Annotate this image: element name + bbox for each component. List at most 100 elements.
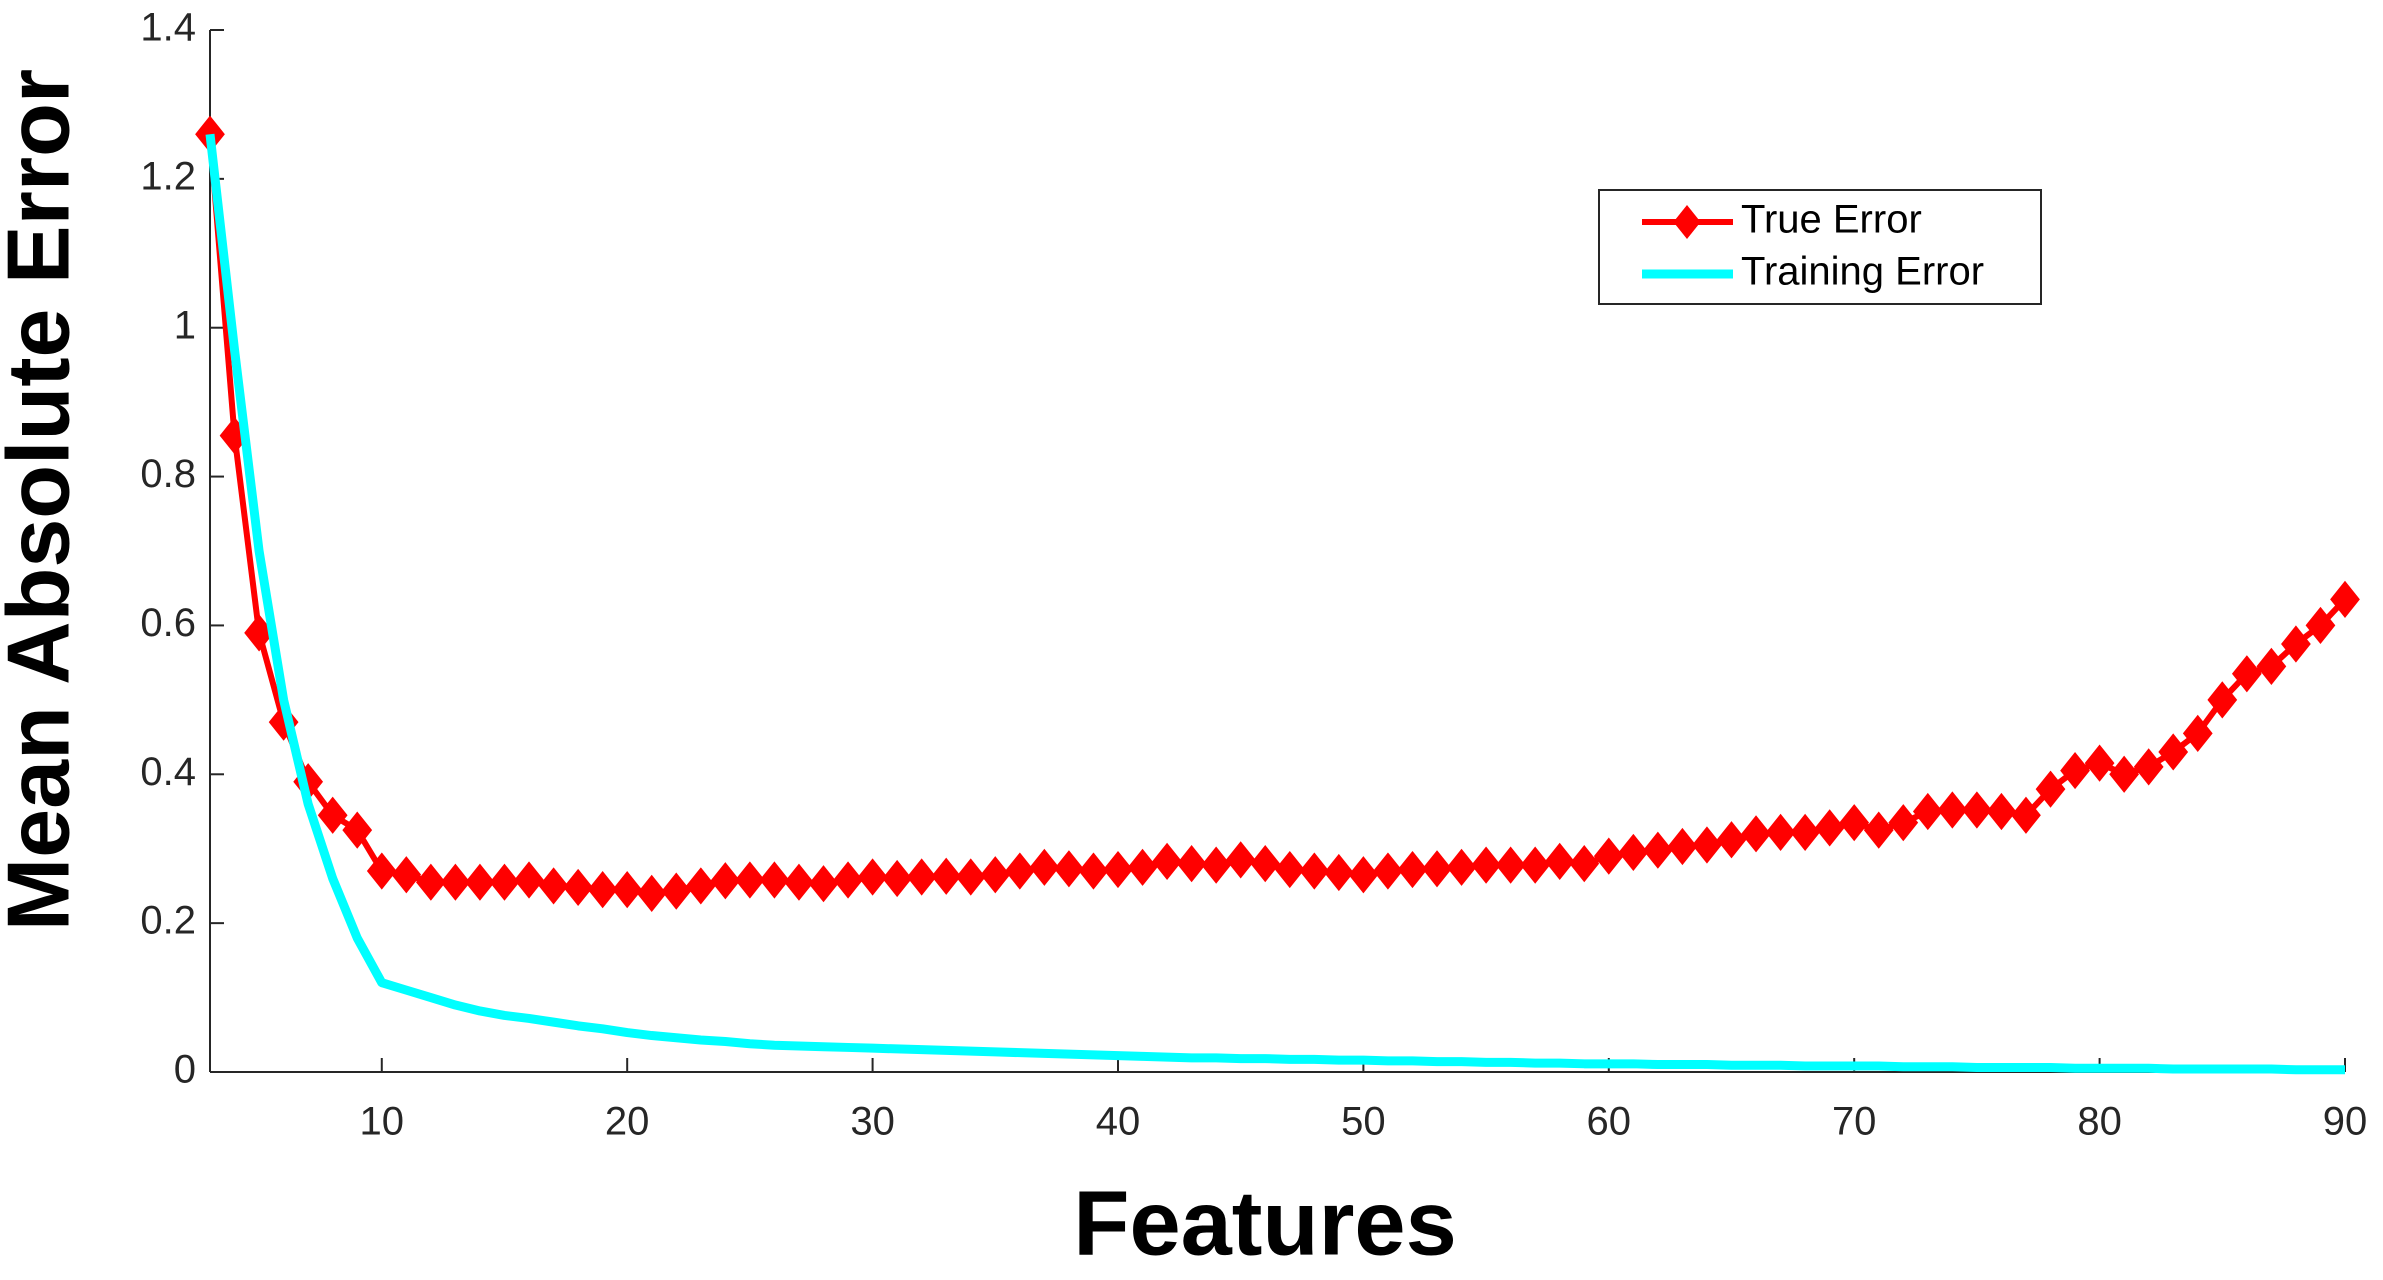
x-tick-label: 30 bbox=[850, 1100, 895, 1144]
x-tick-label: 10 bbox=[360, 1100, 405, 1144]
x-tick-label: 20 bbox=[605, 1100, 650, 1144]
marker bbox=[2182, 714, 2213, 752]
marker bbox=[1422, 850, 1452, 888]
marker bbox=[636, 874, 667, 912]
marker bbox=[1618, 833, 1649, 872]
marker bbox=[1692, 826, 1722, 864]
marker bbox=[1446, 848, 1477, 886]
y-tick-label: 1.4 bbox=[140, 6, 196, 50]
marker bbox=[514, 861, 544, 899]
marker bbox=[808, 865, 839, 903]
y-tick-label: 1.2 bbox=[140, 154, 196, 198]
marker bbox=[2281, 625, 2311, 663]
marker bbox=[1201, 846, 1232, 884]
marker bbox=[563, 868, 593, 907]
marker bbox=[538, 867, 569, 905]
marker bbox=[2330, 580, 2360, 618]
marker bbox=[1176, 844, 1207, 883]
marker bbox=[2231, 655, 2262, 693]
marker bbox=[612, 871, 643, 909]
marker bbox=[1152, 842, 1182, 880]
marker bbox=[1716, 821, 1747, 859]
marker bbox=[1373, 852, 1403, 890]
marker bbox=[1642, 831, 1673, 869]
marker bbox=[1814, 809, 1845, 847]
marker bbox=[1937, 791, 1968, 829]
marker bbox=[1962, 791, 1992, 829]
marker bbox=[342, 811, 373, 849]
marker bbox=[1299, 852, 1330, 890]
marker bbox=[685, 867, 716, 905]
marker bbox=[1471, 846, 1501, 884]
y-tick-label: 0.8 bbox=[140, 452, 196, 496]
y-tick-label: 0.4 bbox=[140, 750, 196, 794]
marker bbox=[1912, 792, 1943, 831]
marker bbox=[1790, 813, 1820, 851]
legend-box bbox=[1598, 189, 2042, 305]
marker bbox=[1839, 804, 1870, 842]
marker bbox=[1250, 844, 1281, 883]
marker bbox=[2256, 647, 2287, 685]
marker bbox=[931, 857, 962, 895]
marker bbox=[268, 703, 299, 741]
marker bbox=[1029, 848, 1060, 886]
marker bbox=[1054, 850, 1084, 888]
marker bbox=[2011, 796, 2041, 834]
marker bbox=[391, 856, 422, 894]
marker bbox=[955, 858, 986, 896]
marker bbox=[1863, 811, 1894, 849]
marker bbox=[1495, 846, 1526, 884]
legend-marker bbox=[1673, 205, 1701, 239]
marker bbox=[1765, 813, 1796, 851]
marker bbox=[366, 852, 397, 890]
marker bbox=[415, 863, 446, 901]
marker bbox=[2060, 751, 2090, 790]
marker bbox=[1127, 848, 1158, 886]
marker bbox=[1004, 852, 1035, 890]
x-tick-label: 50 bbox=[1341, 1100, 1386, 1144]
marker bbox=[1078, 852, 1109, 890]
legend-label: Training Error bbox=[1741, 250, 1984, 294]
x-tick-label: 70 bbox=[1832, 1100, 1877, 1144]
marker bbox=[1569, 844, 1600, 883]
marker bbox=[2133, 748, 2164, 786]
marker bbox=[784, 863, 814, 901]
y-tick-label: 0 bbox=[174, 1048, 196, 1092]
marker bbox=[1103, 850, 1133, 889]
marker bbox=[1667, 827, 1698, 866]
marker bbox=[1323, 853, 1354, 892]
marker bbox=[2109, 755, 2140, 793]
marker bbox=[759, 861, 790, 899]
marker bbox=[440, 863, 471, 901]
y-tick-label: 0.2 bbox=[140, 899, 196, 943]
marker bbox=[1544, 842, 1575, 880]
marker bbox=[2207, 681, 2238, 719]
marker bbox=[857, 858, 888, 896]
marker bbox=[1741, 815, 1771, 853]
marker bbox=[1225, 841, 1256, 879]
y-axis-label: Mean Absolute Error bbox=[0, 69, 87, 931]
marker bbox=[1520, 846, 1551, 884]
x-axis-label: Features bbox=[1073, 1172, 1457, 1274]
marker bbox=[587, 871, 618, 909]
marker bbox=[2305, 606, 2336, 645]
x-tick-label: 60 bbox=[1587, 1100, 1632, 1144]
marker bbox=[661, 872, 692, 910]
marker bbox=[1888, 804, 1919, 842]
y-tick-label: 0.6 bbox=[140, 601, 196, 645]
marker bbox=[2158, 733, 2189, 771]
y-tick-label: 1 bbox=[174, 303, 196, 347]
x-tick-label: 90 bbox=[2323, 1100, 2368, 1144]
marker bbox=[1397, 850, 1428, 889]
marker bbox=[489, 863, 520, 901]
marker bbox=[882, 859, 913, 898]
marker bbox=[980, 856, 1011, 894]
series-line bbox=[205, 133, 2345, 1075]
marker bbox=[2084, 744, 2115, 782]
marker bbox=[833, 861, 863, 899]
marker bbox=[906, 858, 937, 896]
marker bbox=[710, 862, 741, 900]
marker bbox=[317, 796, 348, 834]
